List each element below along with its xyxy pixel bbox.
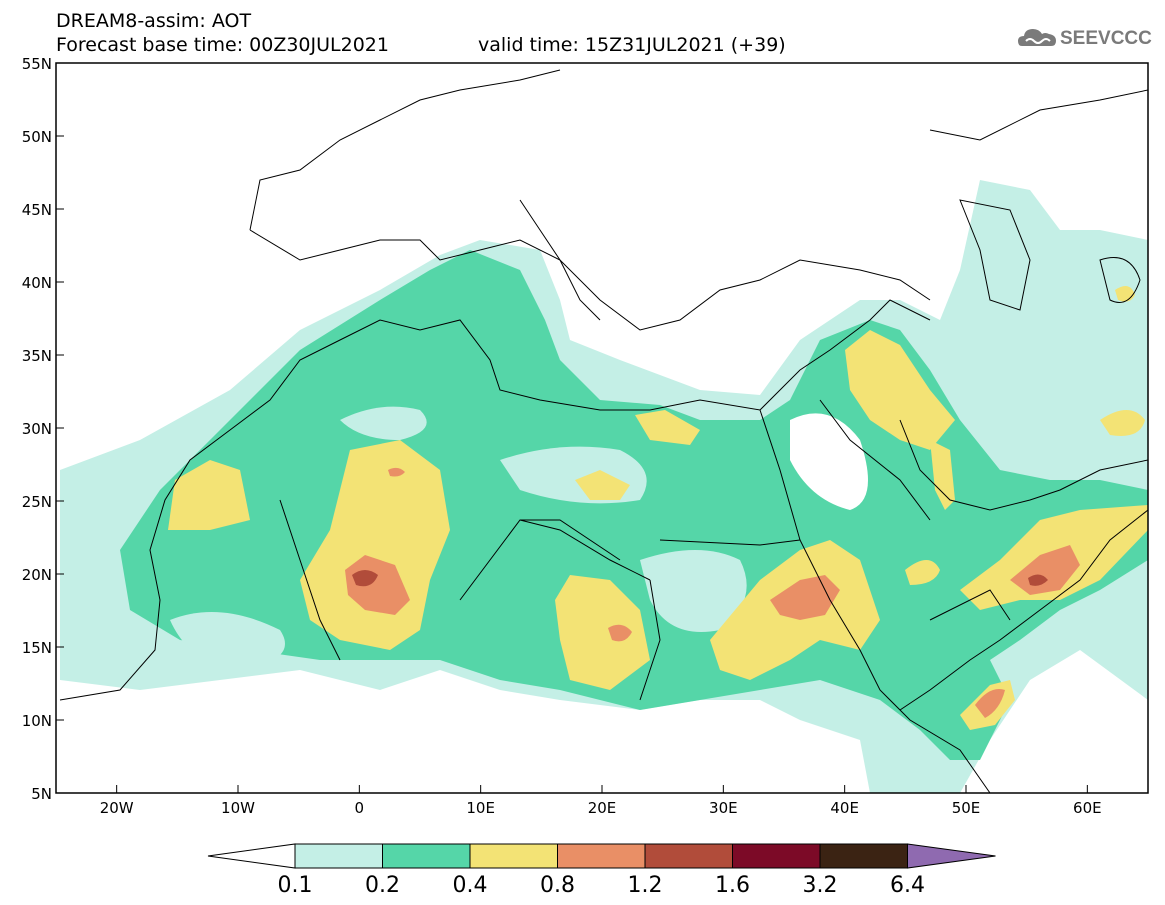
lat-tick-label: 40N — [22, 274, 52, 292]
aot-contour-0.8 — [388, 467, 405, 477]
colorbar-label: 1.6 — [715, 873, 750, 898]
aot-contour-0.8 — [1010, 545, 1080, 595]
lon-tick-label: 0 — [355, 799, 365, 817]
lon-tick-label: 60E — [1073, 799, 1102, 817]
colorbar-swatch — [732, 843, 821, 869]
aot-contour-0.8 — [608, 624, 632, 642]
colorbar-label: 3.2 — [803, 873, 838, 898]
aot-contour-0.4 — [300, 440, 450, 650]
seevccc-logo — [1016, 22, 1156, 52]
logo-text: SEEVCCC — [1060, 28, 1152, 49]
colorbar-label: 1.2 — [628, 873, 663, 898]
valid-time: valid time: 15Z31JUL2021 (+39) — [478, 34, 786, 56]
aot-contour-0.8 — [345, 555, 410, 615]
lat-tick-label: 55N — [22, 55, 52, 73]
colorbar-label: 6.4 — [890, 873, 925, 898]
lat-tick-label: 5N — [31, 785, 52, 803]
lat-tick-label: 35N — [22, 347, 52, 365]
lon-tick-label: 10E — [466, 799, 495, 817]
coastlines — [59, 69, 1148, 793]
title-line-2: Forecast base time: 00Z30JUL2021 — [56, 34, 389, 56]
colorbar-swatch — [469, 843, 558, 869]
colorbar-swatch — [557, 843, 646, 869]
lat-tick-label: 10N — [22, 712, 52, 730]
colorbar-label: 0.4 — [453, 873, 488, 898]
aot-contour-0.8 — [770, 575, 840, 620]
lat-tick-label: 30N — [22, 420, 52, 438]
aot-contour-0.4 — [168, 460, 250, 530]
aot-hole — [340, 406, 427, 440]
colorbar-label: 0.2 — [365, 873, 400, 898]
axis-ticks: 55N 50N 45N 40N 35N 30N 25N 20N 15N 10N 5N 20W 10W 0 1… — [22, 55, 1102, 817]
aot-contour-0.8 — [975, 689, 1005, 718]
aot-hole — [640, 550, 747, 632]
cloud-icon — [1018, 29, 1056, 46]
aot-contour-0.4 — [930, 440, 955, 510]
lat-tick-label: 25N — [22, 493, 52, 511]
aot-contour-0.4 — [845, 330, 955, 450]
colorbar-swatch — [819, 843, 908, 869]
lat-tick-label: 15N — [22, 639, 52, 657]
colorbar: 0.1 0.2 0.4 0.8 1.2 1.6 3.2 6.4 — [207, 843, 996, 898]
colorbar-swatch — [382, 843, 471, 869]
lon-tick-label: 30E — [709, 799, 738, 817]
colorbar-swatch — [294, 843, 383, 869]
colorbar-label: 0.8 — [540, 873, 575, 898]
lon-tick-label: 10W — [221, 799, 255, 817]
lon-tick-label: 40E — [830, 799, 859, 817]
aot-contour-0.4 — [1100, 410, 1145, 436]
colorbar-low-arrow — [207, 843, 296, 869]
lat-tick-label: 50N — [22, 128, 52, 146]
title-line-1: DREAM8-assim: AOT — [56, 10, 252, 32]
lon-tick-label: 50E — [952, 799, 981, 817]
aot-contour-0.4 — [635, 410, 700, 445]
lon-tick-label: 20E — [588, 799, 617, 817]
colorbar-label: 0.1 — [278, 873, 313, 898]
aot-contour-1.2 — [352, 570, 378, 587]
lat-tick-label: 45N — [22, 201, 52, 219]
aot-contour-0.4 — [575, 470, 630, 500]
aot-field — [60, 180, 1148, 793]
aot-hole — [170, 612, 285, 670]
aot-contour-0.4 — [555, 575, 650, 690]
colorbar-high-arrow — [907, 843, 996, 869]
aot-contour-0.4 — [905, 560, 940, 585]
colorbar-swatch — [644, 843, 733, 869]
aot-contour-1.2 — [1028, 574, 1048, 586]
lon-tick-label: 20W — [100, 799, 134, 817]
lat-tick-label: 20N — [22, 566, 52, 584]
